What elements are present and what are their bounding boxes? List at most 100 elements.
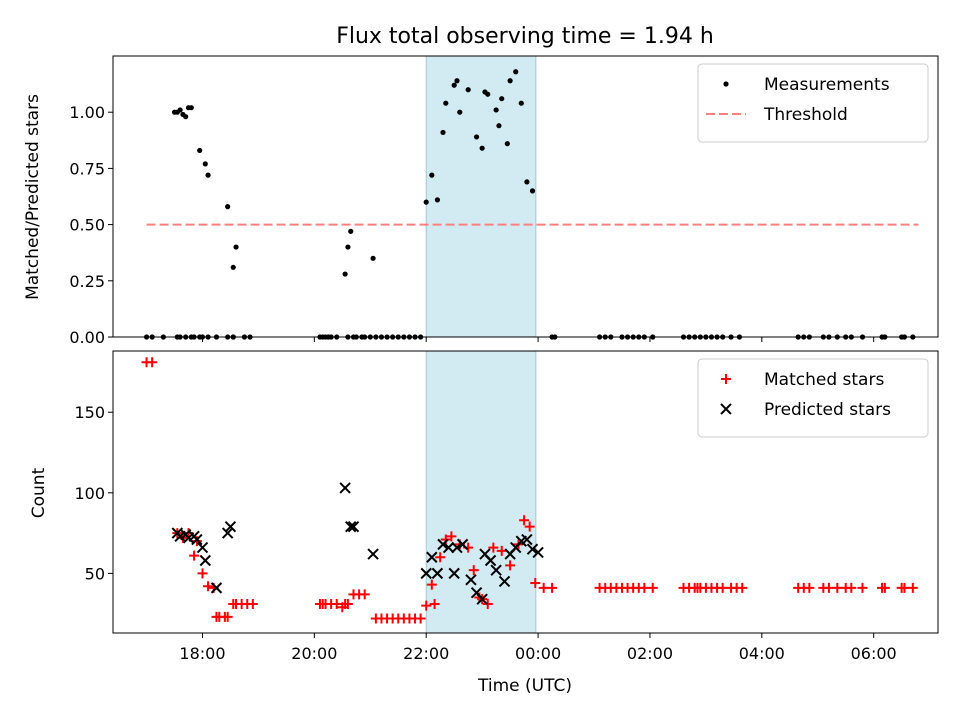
measurement-point [202, 161, 208, 167]
measurement-point [197, 147, 203, 154]
predicted-star-mark [451, 541, 463, 554]
matched-star-mark [857, 582, 868, 593]
matched-star-mark [823, 582, 834, 593]
matched-star-mark [832, 582, 843, 593]
matched-star-mark [429, 598, 440, 609]
matched-star-mark [717, 582, 728, 593]
bottom-legend: Matched stars Predicted stars [697, 358, 929, 438]
legend-box [697, 63, 929, 143]
matched-star-mark [519, 515, 530, 526]
predicted-star-mark [210, 582, 223, 594]
measurement-point [423, 199, 429, 205]
x-axis-label: Time (UTC) [477, 676, 572, 696]
predicted-star-mark [476, 593, 488, 605]
x-tick-label: 18:00 [179, 644, 225, 663]
predicted-star-mark [456, 538, 469, 551]
x-tick-label: 04:00 [739, 644, 785, 663]
predicted-star-mark [199, 554, 211, 567]
measurement-point [454, 78, 460, 84]
measurement-point [429, 172, 435, 178]
predicted-star-mark [345, 520, 357, 533]
measurement-point [493, 107, 499, 113]
predicted-star-mark [426, 551, 438, 563]
matched-star-mark [482, 598, 493, 609]
matched-star-mark [530, 578, 541, 589]
matched-star-mark [804, 582, 815, 593]
measurement-point [225, 204, 231, 210]
measurement-point [457, 109, 463, 115]
measurement-point [348, 228, 354, 234]
y-tick-label: 1.00 [69, 103, 105, 122]
measurement-point [465, 87, 471, 93]
measurement-point [233, 244, 239, 250]
matched-star-mark [899, 582, 910, 593]
matched-star-mark [468, 565, 479, 576]
legend-marker [721, 374, 731, 384]
x-tick-label: 02:00 [627, 644, 673, 663]
measurement-point [188, 105, 194, 111]
highlight-band [425, 55, 537, 338]
top-panel: 0.00 0.25 0.50 0.75 1.00 Matched/Predicted s… [23, 55, 939, 347]
bottom-y-axis-label: Count [29, 467, 49, 518]
y-tick-label: 0.50 [69, 216, 105, 235]
x-tick-label: 20:00 [291, 644, 337, 663]
legend-box [697, 358, 929, 438]
matched-star-mark [446, 531, 457, 542]
predicted-star-mark [442, 541, 455, 554]
matched-star-mark [342, 598, 353, 609]
legend-label: Threshold [763, 105, 848, 125]
matched-star-mark [496, 545, 507, 556]
legend-label: Predicted stars [764, 400, 891, 420]
legend-label: Measurements [764, 75, 890, 95]
matched-star-mark [197, 568, 208, 579]
matched-star-mark [639, 582, 650, 593]
y-tick-label: 150 [74, 403, 105, 422]
predicted-star-mark [526, 543, 539, 555]
matched-star-mark [879, 582, 890, 593]
x-tick-label: 22:00 [403, 644, 449, 663]
matched-star-mark [415, 613, 426, 624]
measurement-point [205, 172, 211, 178]
matched-star-mark [524, 521, 535, 532]
matched-star-mark [421, 600, 432, 611]
matched-star-mark [247, 598, 258, 609]
y-tick-label: 0.00 [69, 328, 105, 347]
measurement-point [230, 264, 236, 270]
y-tick-label: 100 [74, 484, 105, 503]
matched-star-mark [846, 582, 857, 593]
measurement-point [529, 188, 536, 194]
legend-marker [720, 403, 732, 415]
predicted-star-mark [498, 575, 511, 588]
matched-star-mark [331, 598, 342, 609]
predicted-star-mark [521, 533, 533, 546]
bottom-plot-frame [112, 350, 939, 634]
measurement-point [345, 244, 351, 250]
matched-star-mark [147, 357, 158, 368]
predicted-star-mark [224, 520, 237, 533]
predicted-star-mark [221, 527, 234, 539]
bottom-panel: 50 100 150 18:00 20:00 22:00 00:00 02:00 04:00 0… [29, 350, 939, 663]
y-tick-label: 0.75 [69, 159, 105, 178]
matched-star-mark [426, 579, 437, 590]
measurement-point [183, 114, 189, 120]
matched-star-mark [435, 552, 446, 563]
predicted-star-mark [484, 554, 497, 567]
measurement-point [518, 100, 524, 106]
measurement-point [499, 96, 505, 102]
matched-star-mark [907, 582, 918, 593]
highlight-band [425, 350, 537, 634]
predicted-star-mark [448, 567, 460, 580]
measurement-point [513, 69, 519, 75]
predicted-star-mark [465, 574, 477, 586]
measurement-point [443, 100, 449, 106]
measurement-point [473, 134, 480, 140]
predicted-star-mark [339, 482, 351, 494]
matched-star-mark [359, 589, 370, 600]
predicted-star-mark [437, 538, 449, 551]
measurement-point [451, 82, 457, 88]
measurement-point [496, 123, 502, 129]
matched-star-mark [488, 542, 499, 553]
matched-star-mark [203, 581, 214, 592]
measurement-point [177, 107, 183, 113]
legend-label: Matched stars [764, 370, 884, 390]
